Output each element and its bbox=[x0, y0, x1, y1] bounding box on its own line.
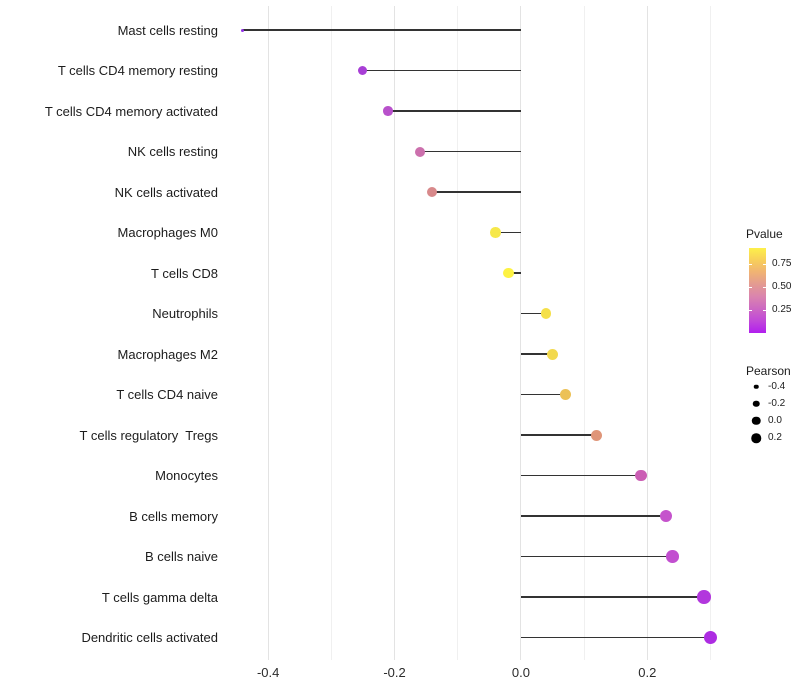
pearson-size-label: -0.4 bbox=[768, 380, 786, 392]
lollipop-dot bbox=[427, 187, 438, 197]
category-label: T cells CD4 naive bbox=[116, 387, 218, 402]
legend: Pvalue 0.75 0.50 0.25 Pearson -0.4 -0.2 0.0 0… bbox=[746, 227, 800, 447]
pearson-size-label: -0.2 bbox=[768, 397, 786, 409]
lollipop-dot bbox=[540, 308, 552, 319]
pearson-size-label: 0.2 bbox=[768, 432, 782, 444]
gridline-minor bbox=[583, 6, 585, 660]
gridline-minor bbox=[330, 6, 332, 660]
gridline-major bbox=[520, 6, 522, 660]
lollipop-dot bbox=[697, 590, 711, 604]
lollipop-stem bbox=[362, 69, 521, 72]
category-label: T cells CD4 memory resting bbox=[57, 63, 218, 78]
colorbar-tick bbox=[749, 263, 752, 265]
pearson-size-dot bbox=[751, 433, 761, 443]
category-label: NK cells resting bbox=[127, 144, 218, 159]
colorbar-tick-label: 0.75 bbox=[772, 258, 792, 269]
lollipop-dot bbox=[490, 227, 501, 238]
lollipop-dot bbox=[666, 550, 679, 563]
gridline-major bbox=[394, 6, 396, 660]
lollipop-stem bbox=[520, 474, 641, 477]
x-tick-label: 0.0 bbox=[511, 665, 530, 680]
category-label: T cells regulatory Tregs bbox=[79, 427, 218, 443]
category-label: B cells memory bbox=[129, 508, 218, 524]
lollipop-dot bbox=[703, 630, 718, 645]
pvalue-legend-title: Pvalue bbox=[746, 227, 783, 241]
colorbar-tick bbox=[763, 286, 766, 288]
category-label: Neutrophils bbox=[152, 306, 218, 321]
colorbar-tick bbox=[749, 286, 752, 288]
gridline-minor bbox=[457, 6, 459, 660]
category-label: Mast cells resting bbox=[117, 22, 218, 38]
lollipop-dot bbox=[414, 146, 425, 157]
lollipop-stem bbox=[432, 191, 521, 193]
pearson-legend-title: Pearson bbox=[746, 364, 791, 378]
lollipop-dot bbox=[503, 267, 514, 279]
lollipop-stem bbox=[520, 312, 547, 315]
lollipop-stem bbox=[242, 29, 521, 31]
colorbar-tick bbox=[763, 309, 766, 311]
lollipop-stem bbox=[520, 636, 711, 639]
category-label: B cells naive bbox=[145, 549, 218, 564]
category-label: NK cells activated bbox=[114, 184, 218, 200]
lollipop-stem bbox=[520, 353, 553, 355]
pearson-size-entry: 0.0 bbox=[746, 412, 800, 429]
colorbar-tick-label: 0.25 bbox=[772, 304, 792, 315]
pvalue-colorbar-wrap: 0.75 0.50 0.25 bbox=[746, 248, 800, 333]
pearson-size-entry: -0.2 bbox=[746, 395, 800, 412]
x-tick-label: -0.4 bbox=[256, 665, 280, 680]
x-tick-label: -0.2 bbox=[383, 665, 406, 680]
category-label: T cells gamma delta bbox=[101, 589, 218, 605]
lollipop-dot bbox=[383, 106, 393, 116]
lollipop-dot bbox=[591, 429, 603, 441]
pearson-size-entry: -0.4 bbox=[746, 378, 800, 395]
lollipop-dot bbox=[635, 469, 647, 482]
lollipop-stem bbox=[419, 150, 521, 153]
lollipop-stem bbox=[520, 515, 667, 517]
pearson-size-entry: 0.2 bbox=[746, 430, 800, 447]
x-tick-label: 0.2 bbox=[638, 665, 657, 680]
category-label: T cells CD4 memory activated bbox=[44, 103, 218, 119]
lollipop-dot bbox=[559, 389, 571, 400]
colorbar-tick bbox=[763, 263, 766, 265]
gridline-major bbox=[267, 6, 269, 660]
lollipop-dot bbox=[547, 348, 559, 360]
lollipop-dot bbox=[660, 510, 673, 522]
lollipop-stem bbox=[520, 434, 597, 436]
colorbar-tick bbox=[749, 309, 752, 311]
lollipop-stem bbox=[520, 555, 673, 558]
colorbar-tick-label: 0.50 bbox=[772, 281, 792, 292]
pearson-size-dot bbox=[752, 400, 760, 408]
gridline-minor bbox=[710, 6, 712, 660]
lollipop-stem bbox=[508, 272, 521, 274]
gridline-major bbox=[646, 6, 648, 660]
category-label: Dendritic cells activated bbox=[81, 630, 218, 645]
category-label: Macrophages M0 bbox=[117, 225, 218, 240]
category-label: T cells CD8 bbox=[151, 265, 218, 281]
pearson-size-entries: -0.4 -0.2 0.0 0.2 bbox=[746, 378, 800, 447]
pearson-size-dot bbox=[753, 384, 759, 389]
lollipop-dot bbox=[358, 66, 368, 75]
lollipop-stem bbox=[388, 110, 521, 112]
pearson-size-dot bbox=[751, 416, 761, 426]
lollipop-stem bbox=[520, 596, 705, 598]
pvalue-colorbar bbox=[749, 248, 766, 333]
category-label: Monocytes bbox=[155, 468, 218, 483]
category-label: Macrophages M2 bbox=[117, 346, 218, 362]
pearson-size-label: 0.0 bbox=[768, 414, 782, 426]
lollipop-stem bbox=[495, 231, 521, 234]
lollipop-dot bbox=[241, 28, 245, 32]
lollipop-stem bbox=[520, 393, 566, 396]
